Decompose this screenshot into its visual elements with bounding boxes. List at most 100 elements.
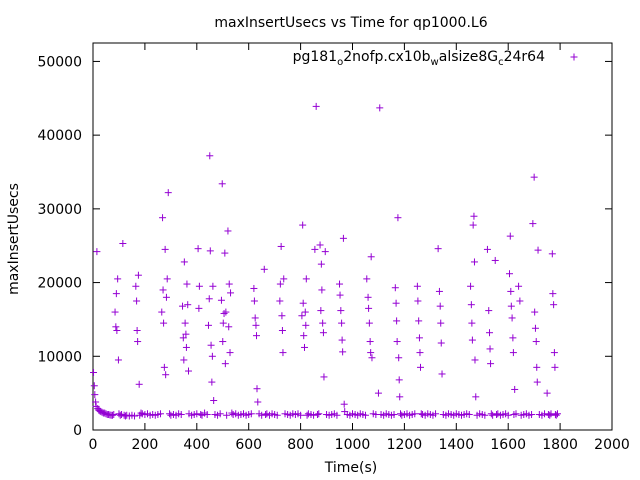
- data-point: [166, 410, 174, 418]
- data-point: [340, 400, 348, 408]
- data-point: [193, 410, 201, 418]
- data-point: [465, 411, 473, 419]
- data-point: [551, 363, 559, 371]
- data-point: [534, 246, 542, 254]
- data-point: [133, 297, 141, 305]
- data-point: [92, 398, 100, 406]
- data-point: [204, 321, 212, 329]
- data-point: [491, 256, 499, 264]
- data-point: [250, 284, 258, 292]
- data-point: [504, 411, 512, 419]
- data-point: [206, 247, 214, 255]
- data-point: [91, 391, 99, 399]
- data-point: [278, 326, 286, 334]
- data-point: [469, 221, 477, 229]
- y-axis: 0 10000 20000 30000 40000 50000: [37, 54, 612, 439]
- data-point: [297, 411, 305, 419]
- data-point: [319, 319, 327, 327]
- data-point: [302, 275, 310, 283]
- data-point: [541, 410, 549, 418]
- data-point: [391, 284, 399, 292]
- data-point: [258, 411, 266, 419]
- data-point: [467, 282, 475, 290]
- data-point: [162, 293, 170, 301]
- data-point: [112, 323, 120, 331]
- data-point: [182, 343, 190, 351]
- data-point: [252, 321, 260, 329]
- data-point: [392, 299, 400, 307]
- data-point: [393, 317, 401, 325]
- data-point: [184, 367, 192, 375]
- data-point: [511, 385, 519, 393]
- data-point: [436, 302, 444, 310]
- data-point: [505, 270, 513, 278]
- data-point: [179, 302, 187, 310]
- data-point: [131, 412, 139, 420]
- y-tick-label: 10000: [37, 349, 82, 365]
- data-point: [181, 319, 189, 327]
- data-point: [207, 341, 215, 349]
- data-points: [90, 102, 562, 420]
- plot-border: [92, 42, 613, 431]
- data-point: [468, 319, 476, 327]
- x-tick-label: 600: [235, 437, 262, 453]
- data-point: [468, 336, 476, 344]
- data-point: [220, 310, 228, 318]
- data-point: [363, 275, 371, 283]
- data-point: [339, 348, 347, 356]
- data-point: [415, 334, 423, 342]
- data-point: [516, 297, 524, 305]
- data-point: [489, 411, 497, 419]
- data-point: [531, 324, 539, 332]
- data-point: [252, 332, 260, 340]
- data-point: [134, 271, 142, 279]
- data-point: [179, 334, 187, 342]
- data-point: [180, 258, 188, 266]
- data-point: [227, 289, 235, 297]
- data-point: [119, 240, 127, 248]
- data-point: [164, 189, 172, 197]
- data-point: [507, 287, 515, 295]
- legend: pg181o2nofp.cx10bwalsize8Gc24r64: [293, 49, 578, 68]
- data-point: [437, 319, 445, 327]
- legend-marker: [570, 53, 578, 61]
- data-point: [315, 410, 323, 418]
- data-point: [508, 314, 516, 322]
- data-point: [208, 352, 216, 360]
- data-point: [486, 329, 494, 337]
- data-point: [509, 349, 517, 357]
- data-point: [209, 282, 217, 290]
- data-point: [303, 411, 311, 419]
- data-point: [390, 411, 398, 419]
- data-point: [273, 411, 281, 419]
- data-point: [365, 319, 373, 327]
- x-tick-label: 2000: [594, 437, 630, 453]
- chart-title: maxInsertUsecs vs Time for qp1000.L6: [214, 15, 487, 31]
- data-point: [367, 253, 375, 261]
- plot-frame: [92, 42, 613, 431]
- x-axis: 0 200 400 600 800 1000 1200 1400 1600 1800 2000: [89, 43, 630, 453]
- data-point: [90, 369, 98, 377]
- data-point: [224, 227, 232, 235]
- data-point: [156, 410, 164, 418]
- data-point: [225, 280, 233, 288]
- data-point: [543, 389, 551, 397]
- data-point: [317, 307, 325, 315]
- data-point: [530, 173, 538, 181]
- data-point: [134, 338, 142, 346]
- data-point: [194, 245, 202, 253]
- y-tick-label: 20000: [37, 276, 82, 292]
- data-point: [531, 308, 539, 316]
- data-point: [177, 411, 185, 419]
- legend-label: pg181o2nofp.cx10bwalsize8Gc24r64: [293, 49, 545, 68]
- data-point: [195, 304, 203, 312]
- data-point: [487, 410, 495, 418]
- x-tick-label: 1800: [542, 437, 578, 453]
- data-point: [509, 334, 517, 342]
- data-point: [467, 301, 475, 309]
- data-point: [163, 275, 171, 283]
- data-point: [319, 329, 327, 337]
- data-point: [160, 363, 168, 371]
- data-point: [300, 332, 308, 340]
